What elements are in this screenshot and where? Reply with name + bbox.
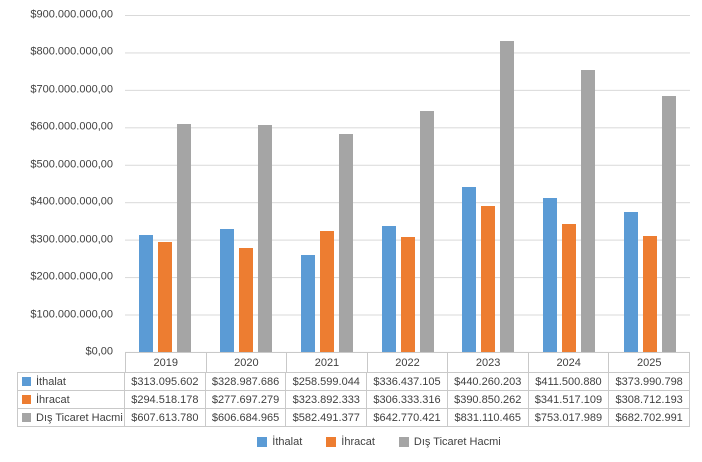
legend: İthalat İhracat Dış Ticaret Hacmi xyxy=(28,436,702,448)
i-hracat-legend-key-icon xyxy=(326,437,337,447)
bar-i-hracat-2022 xyxy=(400,237,415,352)
y-axis-tick-label: $900.000.000,00 xyxy=(30,8,113,21)
legend-item-i-thalat: İthalat xyxy=(257,436,302,448)
bar-i-thalat-2019 xyxy=(139,234,154,352)
table-year-header: 2019 xyxy=(125,352,207,373)
table-corner-cell xyxy=(17,352,125,373)
table-value-cell: $308.712.193 xyxy=(609,391,691,409)
table-series-label: Dış Ticaret Hacmi xyxy=(17,409,125,427)
table-value-cell: $336.437.105 xyxy=(367,373,448,391)
table-value-cell: $390.850.262 xyxy=(447,391,529,409)
table-value-cell: $440.260.203 xyxy=(447,373,529,391)
bar-dış-ticaret-hacmi-2021 xyxy=(338,133,353,352)
y-axis-tick-label: $600.000.000,00 xyxy=(30,120,113,133)
table-year-header: 2022 xyxy=(367,352,449,373)
table-year-header: 2024 xyxy=(528,352,610,373)
i-thalat-legend-key-icon xyxy=(257,437,268,447)
table-value-cell: $582.491.377 xyxy=(286,409,368,427)
table-row: İthalat $313.095.602 $328.987.686 $258.599.… xyxy=(17,373,691,391)
bar-group-2019 xyxy=(125,15,206,352)
table-value-cell: $373.990.798 xyxy=(609,373,691,391)
dış-ticaret-hacmi-key-icon xyxy=(22,413,31,422)
series-label-text: Dış Ticaret Hacmi xyxy=(36,411,123,424)
i-hracat-key-icon xyxy=(22,395,31,404)
bar-dış-ticaret-hacmi-2019 xyxy=(177,124,192,352)
bar-i-thalat-2024 xyxy=(542,197,557,352)
table-series-label: İhracat xyxy=(17,391,125,409)
y-axis-tick-label: $700.000.000,00 xyxy=(30,83,113,96)
table-row: İhracat $294.518.178 $277.697.279 $323.892.… xyxy=(17,391,691,409)
table-series-label: İthalat xyxy=(17,373,125,391)
table-value-cell: $642.770.421 xyxy=(367,409,448,427)
bar-i-hracat-2020 xyxy=(239,248,254,352)
table-row: Dış Ticaret Hacmi $607.613.780 $606.684.96… xyxy=(17,409,691,427)
dış-ticaret-hacmi-legend-key-icon xyxy=(398,437,409,447)
table-year-header: 2025 xyxy=(609,352,691,373)
table-value-cell: $258.599.044 xyxy=(286,373,368,391)
bar-i-thalat-2021 xyxy=(300,255,315,352)
i-thalat-key-icon xyxy=(22,377,31,386)
table-header-row: 2019 2020 2021 2022 2023 2024 2025 xyxy=(17,352,691,373)
y-axis-tick-label: $300.000.000,00 xyxy=(30,233,113,246)
table-value-cell: $753.017.989 xyxy=(528,409,610,427)
table-year-header: 2023 xyxy=(448,352,529,373)
y-axis-tick-label: $800.000.000,00 xyxy=(30,45,113,58)
table-year-header: 2021 xyxy=(287,352,368,373)
bar-group-2020 xyxy=(206,15,287,352)
legend-label: İthalat xyxy=(272,436,303,448)
bar-i-thalat-2022 xyxy=(381,226,396,352)
table-value-cell: $328.987.686 xyxy=(205,373,287,391)
bar-i-hracat-2025 xyxy=(642,236,657,352)
table-value-cell: $313.095.602 xyxy=(125,373,206,391)
table-value-cell: $831.110.465 xyxy=(447,409,529,427)
bar-group-2021 xyxy=(286,15,367,352)
plot-area xyxy=(125,15,690,353)
bar-i-hracat-2021 xyxy=(319,230,334,352)
table-year-header: 2020 xyxy=(206,352,288,373)
legend-item-i-hracat: İhracat xyxy=(326,436,375,448)
bar-dış-ticaret-hacmi-2024 xyxy=(580,70,595,352)
y-axis-tick-label: $0,00 xyxy=(85,345,113,358)
bar-group-2023 xyxy=(448,15,529,352)
legend-item-dış-ticaret-hacmi: Dış Ticaret Hacmi xyxy=(398,436,501,448)
bar-dış-ticaret-hacmi-2023 xyxy=(500,40,515,352)
legend-label: Dış Ticaret Hacmi xyxy=(413,436,501,448)
legend-label: İhracat xyxy=(341,436,375,448)
series-label-text: İthalat xyxy=(36,375,66,388)
y-axis-tick-label: $200.000.000,00 xyxy=(30,270,113,283)
series-label-text: İhracat xyxy=(36,393,70,406)
y-axis-tick-label: $100.000.000,00 xyxy=(30,308,113,321)
bar-i-hracat-2019 xyxy=(158,241,173,352)
table-value-cell: $607.613.780 xyxy=(125,409,206,427)
bar-group-2022 xyxy=(367,15,448,352)
table-value-cell: $294.518.178 xyxy=(125,391,206,409)
bar-i-thalat-2023 xyxy=(462,187,477,352)
table-value-cell: $323.892.333 xyxy=(286,391,368,409)
y-axis-tick-label: $500.000.000,00 xyxy=(30,158,113,171)
bar-group-2025 xyxy=(609,15,690,352)
bar-dış-ticaret-hacmi-2025 xyxy=(661,96,676,352)
bar-dış-ticaret-hacmi-2020 xyxy=(258,124,273,352)
table-value-cell: $682.702.991 xyxy=(609,409,691,427)
bar-i-hracat-2023 xyxy=(481,205,496,352)
bar-i-thalat-2020 xyxy=(220,228,235,352)
bar-group-2024 xyxy=(529,15,610,352)
table-value-cell: $306.333.316 xyxy=(367,391,448,409)
bar-i-thalat-2025 xyxy=(623,211,638,352)
table-value-cell: $277.697.279 xyxy=(205,391,287,409)
bar-i-hracat-2024 xyxy=(561,224,576,352)
table-value-cell: $341.517.109 xyxy=(528,391,610,409)
table-value-cell: $606.684.965 xyxy=(205,409,287,427)
table-value-cell: $411.500.880 xyxy=(528,373,610,391)
y-axis-tick-label: $400.000.000,00 xyxy=(30,195,113,208)
data-table: 2019 2020 2021 2022 2023 2024 2025 İthalat $313.… xyxy=(17,352,691,427)
bar-dış-ticaret-hacmi-2022 xyxy=(419,111,434,352)
